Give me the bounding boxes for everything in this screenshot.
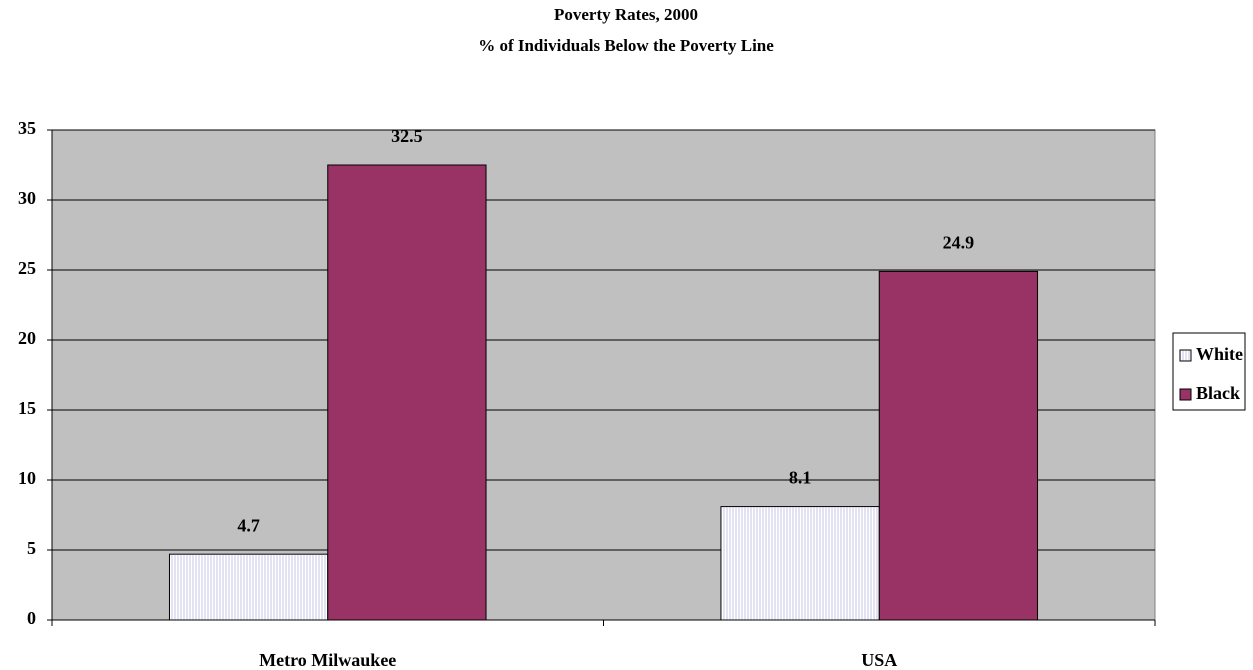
value-label: 24.9 [943, 233, 975, 253]
y-tick-label: 5 [27, 538, 36, 558]
chart-subtitle: % of Individuals Below the Poverty Line [478, 36, 774, 55]
legend-hatch [1180, 350, 1191, 361]
y-tick-label: 0 [27, 608, 36, 628]
y-tick-label: 30 [18, 188, 36, 208]
legend-label: Black [1196, 383, 1240, 403]
y-tick-label: 25 [18, 258, 36, 278]
x-tick-label: USA [861, 650, 897, 670]
legend-swatch [1179, 388, 1192, 401]
bar [878, 270, 1039, 621]
legend-label: White [1196, 344, 1243, 364]
chart-title: Poverty Rates, 2000 [554, 5, 698, 24]
bar [327, 164, 487, 621]
value-label: 4.7 [237, 515, 260, 535]
y-tick-label: 15 [18, 398, 36, 418]
value-label: 32.5 [391, 126, 423, 146]
bar-hatch [169, 554, 328, 620]
y-tick-label: 35 [18, 118, 36, 138]
x-tick-label: Metro Milwaukee [259, 650, 396, 670]
bar-hatch [721, 507, 879, 620]
y-tick-label: 10 [18, 468, 36, 488]
value-label: 8.1 [789, 468, 812, 488]
y-tick-label: 20 [18, 328, 36, 348]
